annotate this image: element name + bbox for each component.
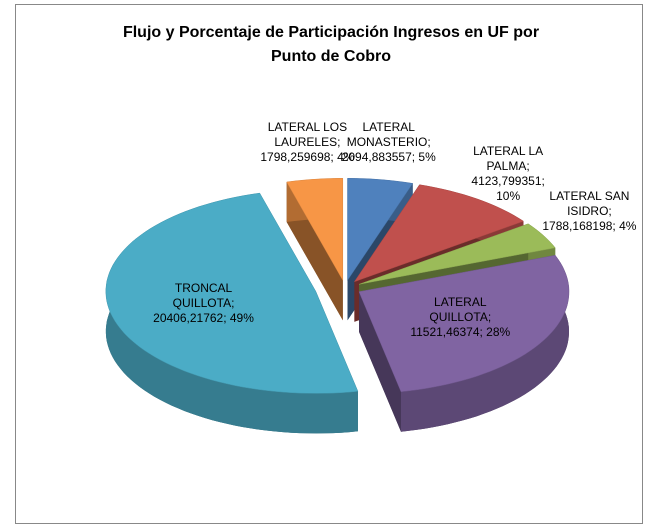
- label-value: ; 1798,259698; 4%: [260, 134, 355, 164]
- label-category: LATERAL MONASTERIO: [346, 120, 428, 150]
- pie-slice: [105, 192, 359, 434]
- pie-slice: [286, 178, 344, 321]
- data-label: TRONCAL QUILLOTA; 20406,21762; 49%: [149, 281, 259, 326]
- slice-top: [353, 184, 525, 283]
- label-value: ; 4123,799351; 10%: [471, 159, 545, 204]
- label-value: ; 1788,168198; 4%: [542, 204, 637, 234]
- data-label: LATERAL QUILLOTA; 11521,46374; 28%: [405, 295, 515, 340]
- label-category: LATERAL LA PALMA: [473, 144, 544, 174]
- label-value: ; 20406,21762; 49%: [153, 295, 254, 325]
- slice-top: [358, 223, 556, 285]
- slice-top: [105, 192, 359, 394]
- slice-top: [286, 178, 344, 282]
- data-label: LATERAL MONASTERIO; 2094,883557; 5%: [339, 120, 439, 165]
- label-value: ; 2094,883557; 5%: [341, 135, 436, 165]
- slice-wall: [359, 291, 401, 432]
- label-category: LATERAL QUILLOTA: [429, 294, 488, 324]
- slice-top: [347, 178, 414, 282]
- chart-title: Flujo y Porcentaje de Participación Ingr…: [122, 24, 540, 65]
- label-category: TRONCAL QUILLOTA: [172, 280, 233, 310]
- pie-slice: [358, 255, 570, 432]
- data-label: LATERAL LOS LAURELES; 1798,259698; 4%: [257, 120, 357, 165]
- slice-top: [358, 255, 570, 392]
- slice-side: [401, 255, 569, 432]
- data-label: LATERAL LA PALMA; 4123,799351; 10%: [458, 144, 558, 204]
- label-value: ; 11521,46374; 28%: [410, 309, 511, 339]
- label-category: LATERAL LOS LAURELES: [267, 119, 348, 149]
- label-category: LATERAL SAN ISIDRO: [549, 189, 630, 219]
- data-label: LATERAL SAN ISIDRO; 1788,168198; 4%: [539, 189, 639, 234]
